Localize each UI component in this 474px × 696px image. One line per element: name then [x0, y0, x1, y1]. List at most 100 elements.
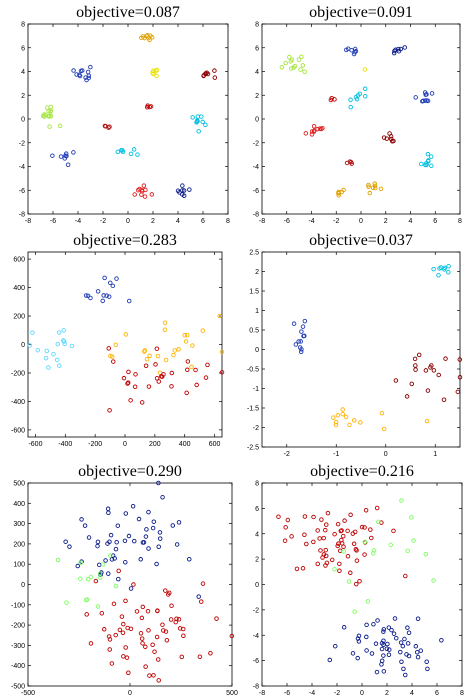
cluster-11 — [419, 151, 434, 169]
data-point — [149, 35, 155, 40]
data-point — [396, 46, 401, 52]
data-point — [368, 527, 373, 532]
x-tick-label: 8 — [458, 218, 462, 225]
data-point — [156, 480, 161, 486]
x-tick-label: 600 — [209, 441, 221, 448]
data-point — [304, 541, 309, 547]
data-point — [184, 390, 189, 396]
data-point — [409, 515, 414, 520]
data-point — [144, 527, 149, 532]
panel-title: objective=0.283 — [73, 232, 177, 249]
data-point — [294, 566, 300, 572]
data-point — [93, 578, 99, 584]
y-tick-label: 6 — [255, 506, 259, 513]
data-point — [113, 583, 119, 589]
data-point — [302, 514, 308, 519]
data-point — [152, 649, 157, 654]
data-point — [95, 543, 100, 549]
data-point — [113, 632, 118, 638]
data-point — [338, 548, 343, 553]
data-point — [413, 363, 418, 368]
data-point — [102, 275, 107, 281]
data-point — [455, 389, 461, 395]
data-point — [352, 609, 357, 614]
y-tick-label: -6 — [253, 188, 259, 195]
data-point — [415, 654, 421, 660]
data-point — [174, 542, 180, 547]
data-point — [154, 561, 159, 567]
data-point — [123, 511, 129, 516]
data-point — [323, 547, 329, 553]
data-point — [371, 548, 377, 553]
panel-title: objective=0.091 — [309, 4, 413, 21]
data-point — [381, 629, 386, 634]
cluster-6 — [144, 103, 154, 110]
data-point — [332, 643, 338, 649]
y-tick-label: -8 — [253, 684, 259, 691]
data-point — [116, 568, 121, 574]
data-point — [288, 66, 294, 71]
data-point — [197, 654, 203, 659]
data-point — [155, 353, 161, 359]
data-point — [391, 528, 396, 534]
data-point — [335, 521, 341, 527]
data-point — [183, 339, 189, 344]
scatter-panel-4: objective=0.037 -2 -1 0 1 -2.5 -2 -1.5 -1 -0.5 0 0.… — [247, 232, 463, 458]
data-point — [193, 367, 198, 373]
x-tick-label: -2 — [100, 218, 106, 225]
y-tick-label: 500 — [13, 481, 25, 488]
data-point — [149, 192, 155, 197]
data-point — [279, 65, 285, 70]
data-point — [174, 616, 179, 621]
data-point — [381, 627, 387, 632]
data-point — [369, 651, 375, 656]
x-tick-label: 0 — [359, 218, 363, 225]
data-point — [123, 560, 128, 565]
data-point — [364, 622, 369, 628]
data-point — [55, 557, 61, 563]
data-point — [115, 149, 121, 155]
x-tick-label: -8 — [25, 218, 31, 225]
x-tick-label: -6 — [50, 218, 56, 225]
data-point — [198, 599, 204, 604]
data-point — [323, 527, 328, 533]
data-point — [324, 560, 330, 566]
data-point — [163, 357, 169, 363]
data-point — [120, 149, 126, 155]
data-point — [86, 535, 92, 540]
data-point — [200, 581, 206, 586]
data-point — [358, 420, 363, 425]
data-point — [163, 629, 169, 634]
cluster-9 — [50, 150, 76, 167]
data-point — [431, 368, 437, 373]
data-point — [352, 46, 358, 52]
data-point — [212, 68, 217, 73]
data-point — [195, 114, 201, 119]
data-point — [217, 313, 222, 319]
data-point — [131, 582, 136, 587]
data-point — [352, 529, 358, 535]
data-point — [381, 135, 387, 140]
data-point — [359, 524, 365, 530]
data-point — [301, 333, 306, 339]
data-point — [373, 185, 378, 191]
data-point — [48, 109, 53, 115]
data-point — [446, 263, 451, 269]
data-point — [393, 378, 399, 383]
data-point — [69, 343, 75, 349]
cluster-3 — [108, 313, 225, 375]
cluster-2 — [327, 616, 444, 678]
data-point — [134, 609, 140, 614]
data-point — [339, 537, 344, 543]
data-point — [180, 183, 185, 188]
data-point — [425, 151, 431, 157]
data-point — [441, 397, 447, 403]
data-point — [438, 265, 444, 270]
y-tick-label: 4 — [255, 531, 259, 538]
data-point — [194, 120, 199, 125]
data-point — [105, 506, 111, 512]
x-tick-label: -8 — [259, 690, 265, 696]
data-point — [155, 608, 160, 613]
y-tick-label: 0 — [21, 582, 25, 589]
y-tick-label: -2 — [253, 425, 259, 432]
